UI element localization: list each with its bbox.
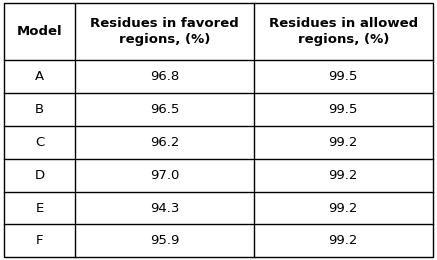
Text: D: D xyxy=(35,169,45,182)
Text: 95.9: 95.9 xyxy=(150,235,179,248)
Text: 99.2: 99.2 xyxy=(329,235,358,248)
Text: B: B xyxy=(35,103,44,116)
Text: 99.2: 99.2 xyxy=(329,136,358,149)
Text: C: C xyxy=(35,136,44,149)
Text: F: F xyxy=(36,235,43,248)
Text: Residues in allowed
regions, (%): Residues in allowed regions, (%) xyxy=(269,17,418,46)
Text: 99.5: 99.5 xyxy=(329,70,358,83)
Text: 99.5: 99.5 xyxy=(329,103,358,116)
Text: 96.5: 96.5 xyxy=(150,103,179,116)
Text: E: E xyxy=(35,202,44,214)
Text: 99.2: 99.2 xyxy=(329,202,358,214)
Text: 99.2: 99.2 xyxy=(329,169,358,182)
Text: 97.0: 97.0 xyxy=(150,169,179,182)
Text: Model: Model xyxy=(17,25,62,38)
Text: 96.2: 96.2 xyxy=(150,136,179,149)
Text: Residues in favored
regions, (%): Residues in favored regions, (%) xyxy=(90,17,239,46)
Text: A: A xyxy=(35,70,44,83)
Text: 96.8: 96.8 xyxy=(150,70,179,83)
Text: 94.3: 94.3 xyxy=(150,202,179,214)
